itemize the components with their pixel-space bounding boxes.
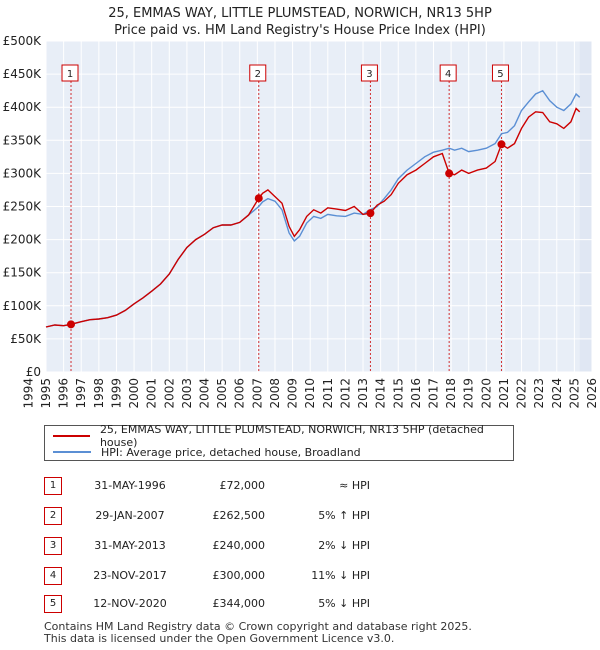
sale-label-number: 3 bbox=[366, 69, 372, 80]
sale-date: 23-NOV-2017 bbox=[93, 569, 167, 582]
x-tick-label: 1995 bbox=[39, 378, 53, 409]
x-tick-label: 2018 bbox=[444, 378, 458, 409]
legend-swatch-hpi bbox=[53, 451, 91, 453]
y-tick-label: £300K bbox=[3, 166, 43, 180]
sale-row: 4 23-NOV-2017 £300,000 11% ↓ HPI bbox=[0, 567, 600, 587]
x-tick-label: 2013 bbox=[356, 378, 370, 409]
x-tick-label: 2016 bbox=[409, 378, 423, 409]
sale-hpi-comparison: 5% ↓ HPI bbox=[318, 597, 370, 610]
x-tick-label: 2006 bbox=[233, 378, 247, 409]
sale-hpi-comparison: 2% ↓ HPI bbox=[318, 539, 370, 552]
sale-hpi-comparison: 5% ↑ HPI bbox=[318, 509, 370, 522]
x-tick-label: 2025 bbox=[567, 378, 581, 409]
sale-label-number: 2 bbox=[255, 69, 261, 80]
y-tick-label: £100K bbox=[3, 299, 43, 313]
chart-title-line2: Price paid vs. HM Land Registry's House … bbox=[114, 23, 486, 38]
y-tick-label: £400K bbox=[3, 100, 43, 114]
y-tick-label: £350K bbox=[3, 133, 43, 147]
sale-label-number: 1 bbox=[67, 69, 73, 80]
sale-marker-badge: 2 bbox=[44, 507, 62, 525]
x-tick-label: 2015 bbox=[391, 378, 405, 409]
x-tick-label: 2019 bbox=[462, 378, 476, 409]
x-tick-label: 2020 bbox=[479, 378, 493, 409]
sale-label-box bbox=[439, 64, 457, 82]
y-tick-label: £500K bbox=[3, 34, 43, 48]
y-tick-label: £250K bbox=[3, 200, 43, 214]
chart-legend: 25, EMMAS WAY, LITTLE PLUMSTEAD, NORWICH… bbox=[44, 423, 514, 461]
sale-label-number: 4 bbox=[445, 69, 451, 80]
x-tick-label: 2007 bbox=[250, 378, 264, 409]
sale-price: £262,500 bbox=[212, 509, 266, 522]
y-tick-label: £450K bbox=[3, 67, 43, 81]
sale-label-number: 5 bbox=[497, 69, 503, 80]
x-tick-label: 2021 bbox=[497, 378, 511, 409]
sale-date: 31-MAY-1996 bbox=[94, 479, 166, 492]
footer-license: This data is licensed under the Open Gov… bbox=[44, 632, 395, 645]
sale-hpi-comparison: 11% ↓ HPI bbox=[311, 569, 370, 582]
sale-hpi-comparison: ≈ HPI bbox=[339, 479, 370, 492]
sale-marker-badge: 3 bbox=[44, 537, 62, 555]
y-tick-label: £50K bbox=[10, 332, 42, 346]
sale-marker-badge: 5 bbox=[44, 595, 62, 613]
legend-swatch-price bbox=[53, 435, 90, 437]
sale-label-box bbox=[360, 64, 378, 82]
sale-price: £72,000 bbox=[219, 479, 266, 492]
sale-row: 5 12-NOV-2020 £344,000 5% ↓ HPI bbox=[0, 595, 600, 615]
x-tick-label: 1999 bbox=[109, 378, 123, 409]
x-tick-label: 1994 bbox=[21, 378, 35, 409]
x-tick-label: 2001 bbox=[145, 378, 159, 409]
y-tick-label: £200K bbox=[3, 233, 43, 247]
x-tick-label: 1998 bbox=[92, 378, 106, 409]
x-tick-label: 2009 bbox=[286, 378, 300, 409]
x-tick-label: 2005 bbox=[215, 378, 229, 409]
footer-copyright: Contains HM Land Registry data © Crown c… bbox=[44, 620, 472, 633]
sale-date: 29-JAN-2007 bbox=[95, 509, 165, 522]
legend-item-price: 25, EMMAS WAY, LITTLE PLUMSTEAD, NORWICH… bbox=[53, 423, 513, 449]
legend-label-price: 25, EMMAS WAY, LITTLE PLUMSTEAD, NORWICH… bbox=[99, 423, 484, 449]
sale-date: 31-MAY-2013 bbox=[94, 539, 166, 552]
sale-label-box bbox=[61, 64, 79, 82]
sale-point bbox=[254, 194, 263, 203]
sale-label-box bbox=[491, 64, 509, 82]
legend-label-hpi: HPI: Average price, detached house, Broa… bbox=[101, 445, 361, 459]
price-chart: £0 £50K £100K £150K £200K £250K £300K £350K £400… bbox=[3, 34, 599, 409]
sale-price: £344,000 bbox=[212, 597, 266, 610]
y-tick-label: £0 bbox=[26, 365, 41, 379]
x-tick-label: 2004 bbox=[198, 378, 212, 409]
y-tick-label: £150K bbox=[3, 266, 43, 280]
sale-row: 1 31-MAY-1996 £72,000 ≈ HPI bbox=[0, 477, 600, 497]
sale-label-box bbox=[249, 64, 267, 82]
sale-marker-badge: 1 bbox=[44, 477, 62, 495]
sale-price: £240,000 bbox=[212, 539, 266, 552]
x-tick-label: 2022 bbox=[515, 378, 529, 409]
x-tick-label: 1997 bbox=[74, 378, 88, 409]
sale-marker-badge: 4 bbox=[44, 567, 62, 585]
x-tick-label: 2014 bbox=[374, 378, 388, 409]
x-tick-label: 2002 bbox=[162, 378, 176, 409]
sale-point bbox=[366, 209, 375, 218]
x-tick-label: 2023 bbox=[532, 378, 546, 409]
sale-date: 12-NOV-2020 bbox=[93, 597, 167, 610]
x-tick-label: 2003 bbox=[180, 378, 194, 409]
x-tick-label: 2012 bbox=[338, 378, 352, 409]
sale-price: £300,000 bbox=[212, 569, 266, 582]
sale-point bbox=[445, 169, 454, 178]
x-tick-label: 2011 bbox=[321, 378, 335, 409]
x-tick-label: 1996 bbox=[57, 378, 71, 409]
x-tick-label: 2024 bbox=[550, 378, 564, 409]
x-tick-label: 2017 bbox=[426, 378, 440, 409]
x-tick-label: 2010 bbox=[303, 378, 317, 409]
sale-point bbox=[67, 320, 76, 329]
sale-row: 3 31-MAY-2013 £240,000 2% ↓ HPI bbox=[0, 537, 600, 557]
x-tick-label: 2026 bbox=[585, 378, 599, 409]
x-tick-label: 2008 bbox=[268, 378, 282, 409]
legend-item-hpi: HPI: Average price, detached house, Broa… bbox=[53, 445, 361, 459]
chart-title-line1: 25, EMMAS WAY, LITTLE PLUMSTEAD, NORWICH… bbox=[108, 6, 492, 21]
sale-row: 2 29-JAN-2007 £262,500 5% ↑ HPI bbox=[0, 507, 600, 527]
sale-point bbox=[497, 140, 506, 149]
x-tick-label: 2000 bbox=[127, 378, 141, 409]
